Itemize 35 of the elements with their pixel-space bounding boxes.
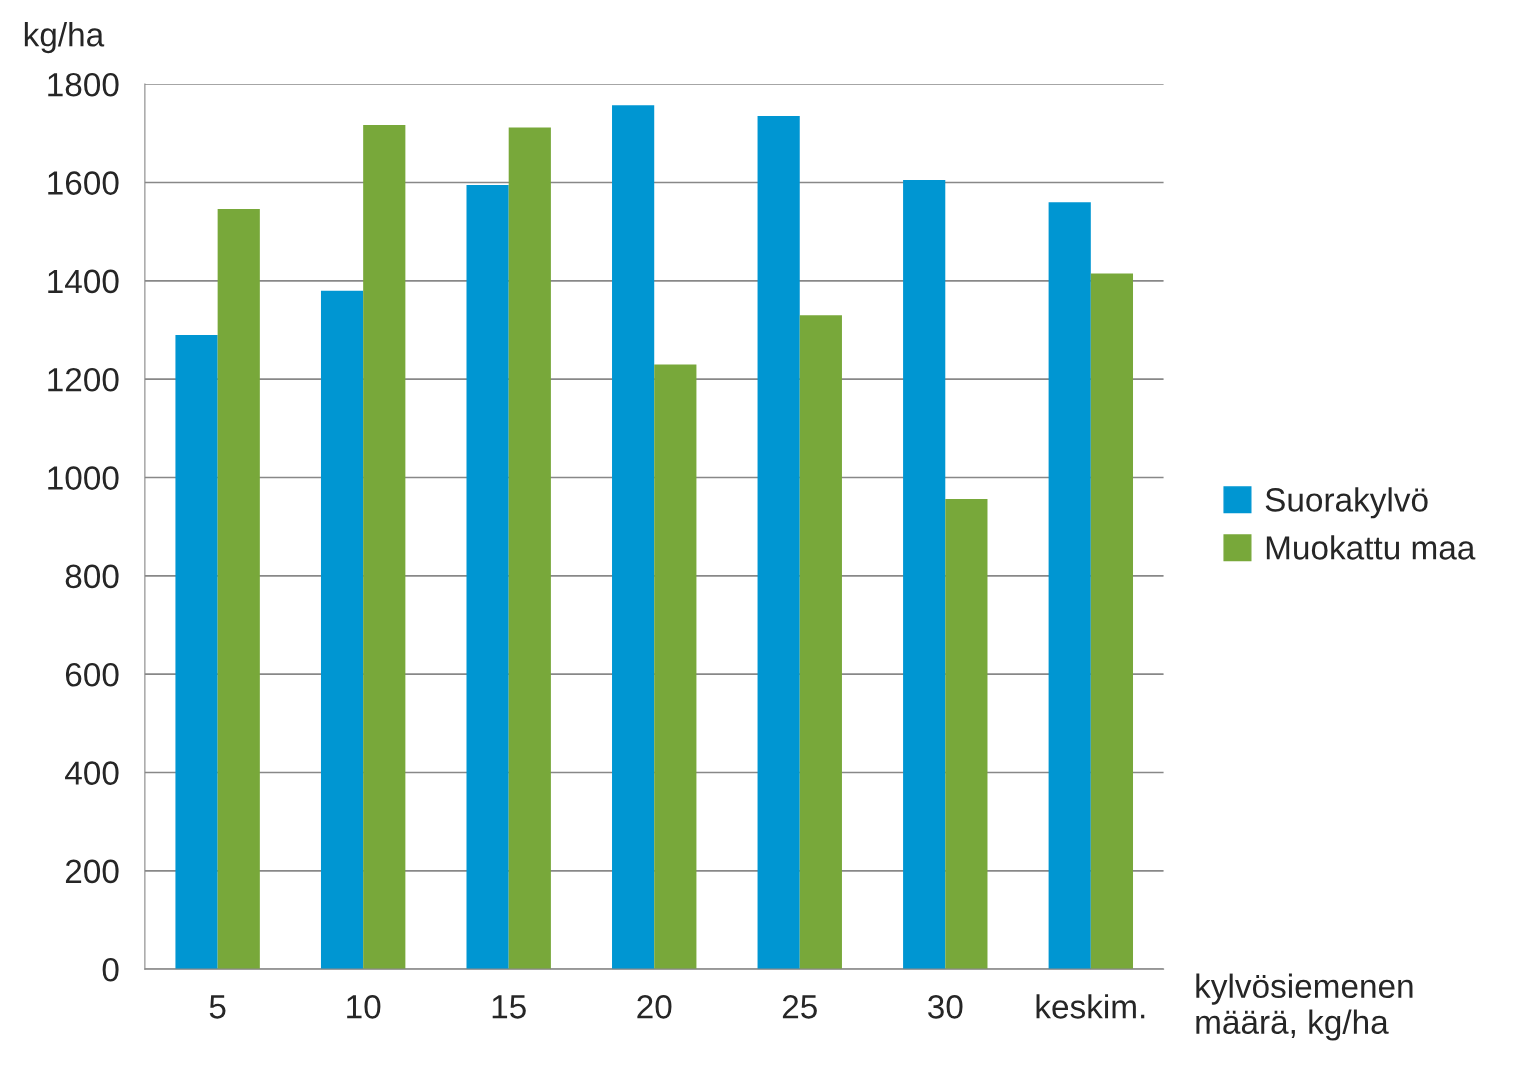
y-tick-label: 1200 (48, 367, 119, 392)
y-tick-label: 1600 (48, 171, 119, 195)
y-tick-label: 0 (102, 957, 119, 982)
x-tick-label: 15 (492, 995, 526, 1019)
bar (612, 105, 655, 970)
bar (757, 116, 800, 970)
legend-label: Muokattu maa (1266, 535, 1476, 560)
bar (320, 290, 364, 970)
y-tick-label: 1400 (48, 269, 119, 294)
y-tick-label: 200 (65, 859, 119, 884)
y-tick-label: 1000 (48, 466, 119, 490)
bar (175, 334, 218, 970)
bar (217, 209, 260, 970)
x-tick-label: 5 (209, 995, 226, 1019)
x-tick-label: keskim. (1036, 994, 1145, 1019)
bar (1090, 273, 1134, 970)
x-axis-title: kylvösiemenen määrä, kg/ha (1196, 973, 1413, 1041)
x-tick-label: 10 (347, 995, 381, 1019)
bar (363, 124, 406, 970)
y-tick-label: 1800 (48, 72, 119, 97)
legend-label: Suorakylvö (1265, 487, 1428, 519)
y-tick-label: 600 (65, 662, 119, 687)
x-tick-label: 25 (782, 995, 817, 1019)
x-tick-label: 30 (928, 995, 963, 1019)
bar (508, 127, 551, 970)
bar (799, 315, 842, 970)
y-axis-title: kg/ha (24, 22, 105, 54)
bar (1048, 202, 1091, 970)
bar (654, 364, 697, 970)
bar (466, 184, 509, 970)
y-tick-label: 800 (65, 564, 119, 589)
x-tick-label: 20 (637, 995, 672, 1019)
y-tick-label: 400 (65, 761, 119, 785)
bar (903, 180, 946, 970)
bar (945, 499, 988, 970)
